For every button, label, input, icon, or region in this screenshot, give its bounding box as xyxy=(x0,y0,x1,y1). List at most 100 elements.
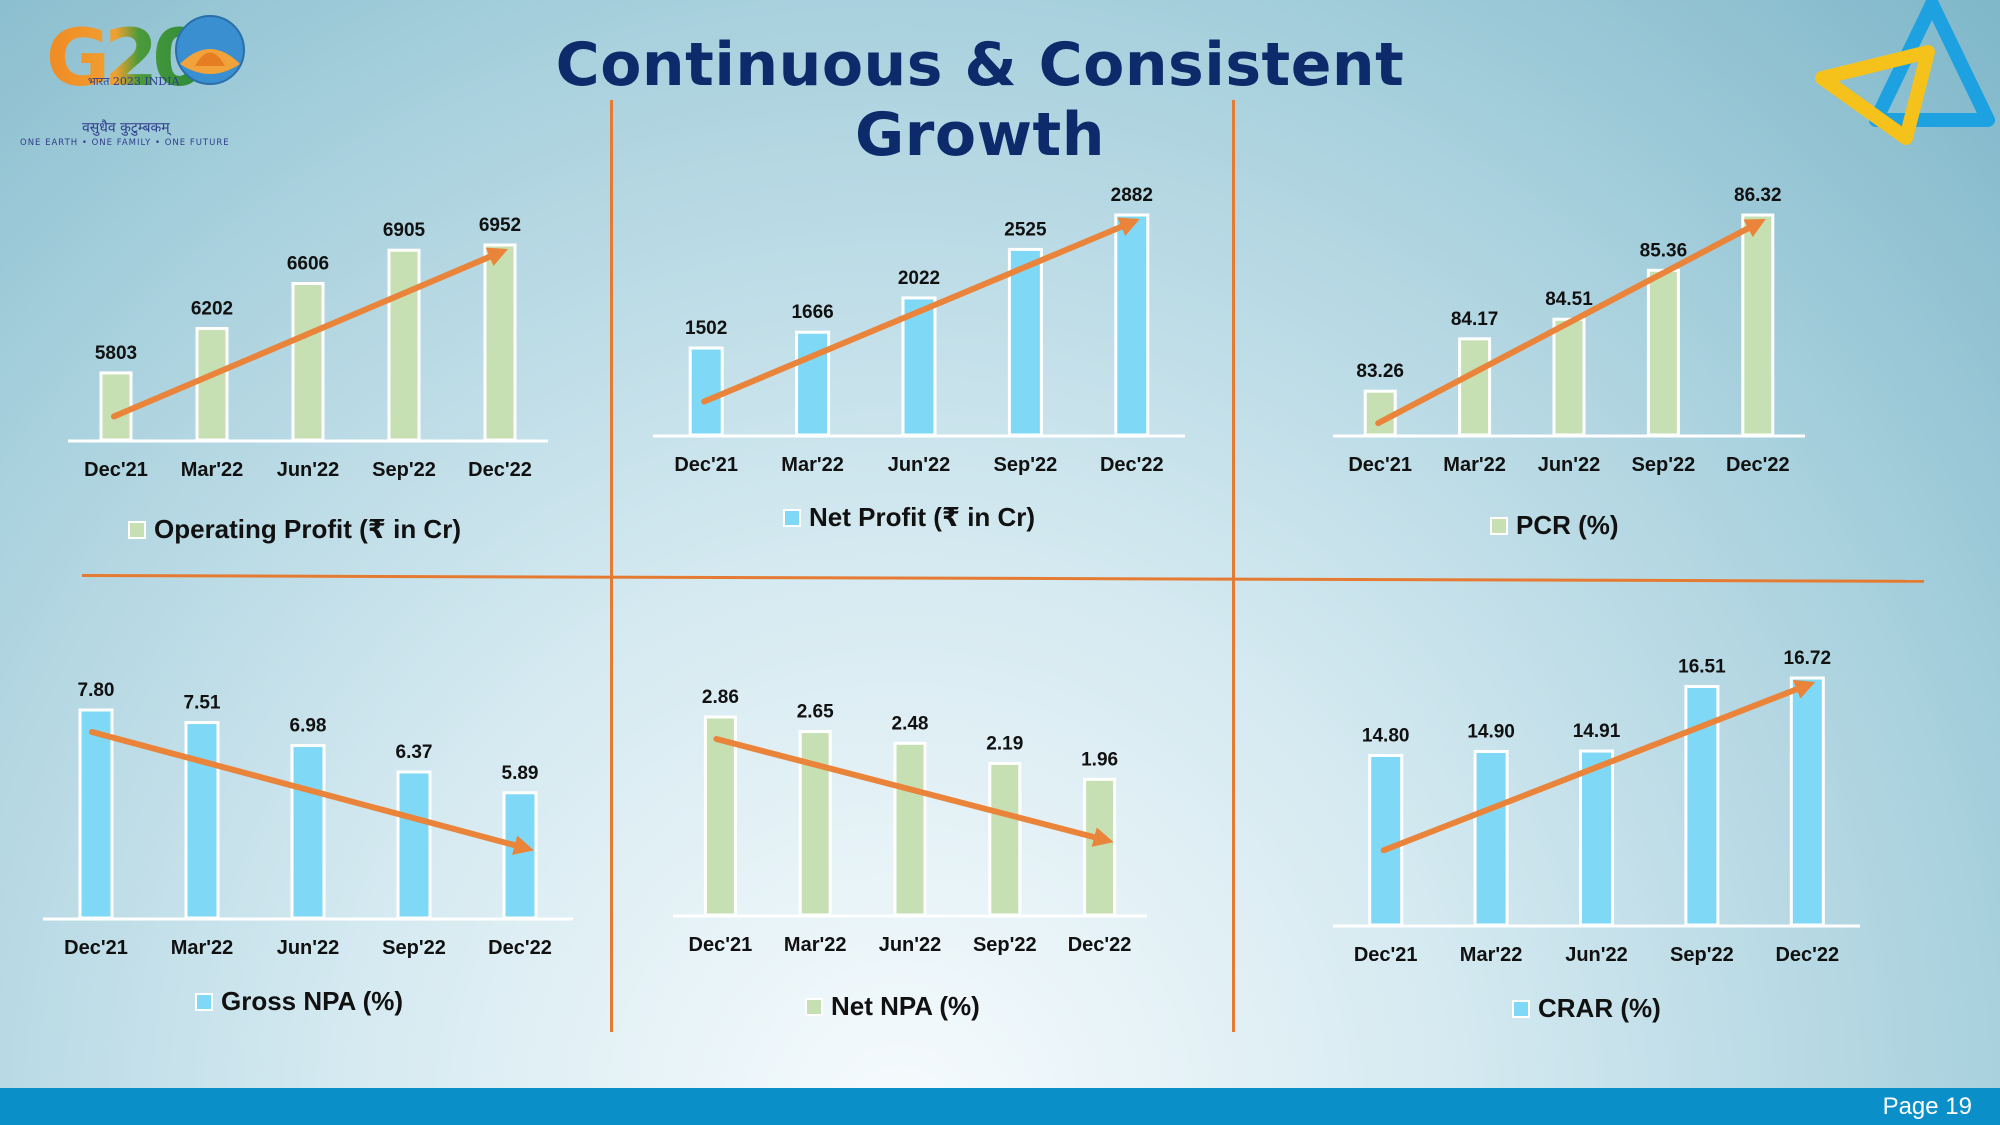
x-tick-label: Dec'22 xyxy=(1100,454,1164,476)
data-label: 5803 xyxy=(95,343,137,364)
bar xyxy=(703,715,737,917)
chart-pcr: 83.26 Dec'21 84.17 Mar'22 84.51 Jun'22 85.36 Se… xyxy=(1333,185,1805,476)
divider-horizontal xyxy=(81,574,1924,583)
bar xyxy=(99,371,133,442)
legend-swatch-blue xyxy=(195,992,213,1011)
bar xyxy=(1646,268,1680,437)
trend-arrow-line xyxy=(89,729,518,849)
bar xyxy=(78,708,114,920)
bar xyxy=(1789,676,1825,927)
legend-swatch-green xyxy=(128,520,146,539)
data-label: 6.37 xyxy=(396,742,433,763)
legend-gross-npa: Gross NPA (%) xyxy=(195,986,403,1017)
page-title: Continuous & Consistent Growth xyxy=(555,30,1405,170)
trend-arrow-head xyxy=(512,835,534,855)
data-label: 2.86 xyxy=(702,687,739,708)
chart-operating-profit: 5803 Dec'21 6202 Mar'22 6606 Jun'22 6905 Sep'22… xyxy=(68,215,548,481)
chart-gross-npa: 7.80 Dec'21 7.51 Mar'22 6.98 Jun'22 6.37 Sep'22… xyxy=(43,680,573,959)
data-label: 2.48 xyxy=(892,713,929,734)
legend-label: Net NPA (%) xyxy=(831,991,980,1021)
bar xyxy=(290,744,326,920)
data-label: 6952 xyxy=(479,215,521,236)
x-tick-label: Sep'22 xyxy=(1632,454,1696,476)
data-label: 6606 xyxy=(287,254,329,275)
legend-net-profit: Net Profit (₹ in Cr) xyxy=(783,502,1035,533)
data-label: 16.72 xyxy=(1784,648,1832,669)
data-label: 16.51 xyxy=(1678,656,1726,677)
trend-arrow-line xyxy=(701,223,1125,405)
x-tick-label: Jun'22 xyxy=(277,937,340,959)
bar xyxy=(1363,389,1397,437)
bar xyxy=(1579,749,1614,927)
lotus-globe-icon xyxy=(175,15,245,85)
x-tick-label: Dec'21 xyxy=(84,459,148,481)
bar xyxy=(1473,749,1509,927)
legend-label: Gross NPA (%) xyxy=(221,986,404,1016)
data-label: 83.26 xyxy=(1356,361,1404,382)
data-label: 7.80 xyxy=(78,680,115,701)
x-tick-label: Jun'22 xyxy=(888,454,951,476)
divider-vertical-right xyxy=(1232,100,1235,1032)
legend-pcr: PCR (%) xyxy=(1490,510,1619,541)
bar xyxy=(988,761,1022,917)
trend-arrow-head xyxy=(1793,679,1816,699)
legend-label: Operating Profit (₹ in Cr) xyxy=(154,514,461,544)
x-tick-label: Jun'22 xyxy=(1565,944,1628,966)
bar xyxy=(502,791,538,920)
data-label: 85.36 xyxy=(1640,240,1688,261)
data-label: 6905 xyxy=(383,220,426,241)
x-tick-label: Jun'22 xyxy=(277,459,340,481)
data-label: 2.19 xyxy=(986,733,1023,754)
data-label: 2882 xyxy=(1111,185,1153,206)
data-label: 14.80 xyxy=(1362,725,1410,746)
bar xyxy=(1083,777,1117,917)
divider-vertical-left xyxy=(610,100,613,1032)
bar xyxy=(291,282,325,442)
data-label: 6202 xyxy=(191,298,233,319)
x-tick-label: Dec'21 xyxy=(64,937,128,959)
bar xyxy=(893,741,927,917)
legend-swatch-blue xyxy=(1512,999,1530,1018)
x-tick-label: Mar'22 xyxy=(781,454,844,476)
legend-swatch-green xyxy=(805,997,823,1016)
bar xyxy=(1458,337,1492,437)
legend-label: Net Profit (₹ in Cr) xyxy=(809,502,1036,532)
data-label: 5.89 xyxy=(502,763,539,784)
bar xyxy=(1114,213,1150,437)
trend-arrow-line xyxy=(111,253,493,420)
x-tick-label: Sep'22 xyxy=(382,937,446,959)
data-label: 1666 xyxy=(791,302,833,323)
x-tick-label: Dec'22 xyxy=(1068,934,1132,956)
bar xyxy=(1741,213,1775,437)
x-tick-label: Sep'22 xyxy=(372,459,436,481)
x-tick-label: Dec'21 xyxy=(1348,454,1412,476)
data-label: 1.96 xyxy=(1081,749,1118,770)
trend-arrow-head xyxy=(1091,827,1114,847)
x-tick-label: Jun'22 xyxy=(879,934,942,956)
trend-arrow-line xyxy=(713,736,1098,841)
page-number: Page 19 xyxy=(1882,1093,1972,1120)
trend-arrow-head xyxy=(1117,217,1140,236)
bar xyxy=(184,721,220,920)
bar xyxy=(1552,317,1586,437)
legend-swatch-green xyxy=(1490,516,1508,535)
legend-operating-profit: Operating Profit (₹ in Cr) xyxy=(128,514,461,545)
x-tick-label: Dec'22 xyxy=(1775,944,1839,966)
x-tick-label: Dec'21 xyxy=(689,934,753,956)
x-tick-label: Dec'22 xyxy=(488,937,552,959)
trend-arrow-line xyxy=(1375,225,1752,427)
data-label: 2022 xyxy=(898,268,940,289)
x-tick-label: Sep'22 xyxy=(973,934,1037,956)
legend-crar: CRAR (%) xyxy=(1512,993,1661,1024)
x-tick-label: Mar'22 xyxy=(1443,454,1506,476)
legend-label: PCR (%) xyxy=(1516,510,1619,540)
g20-logo: G20 भारत 2023 INDIA वसुधैव कुटुम्बकम् ON… xyxy=(18,14,278,154)
data-label: 86.32 xyxy=(1734,185,1782,206)
trend-arrow-head xyxy=(485,247,508,267)
x-tick-label: Mar'22 xyxy=(1460,944,1523,966)
g20-tagline: ONE EARTH • ONE FAMILY • ONE FUTURE xyxy=(20,138,230,148)
x-tick-label: Dec'22 xyxy=(468,459,532,481)
legend-label: CRAR (%) xyxy=(1538,993,1661,1023)
trend-arrow-line xyxy=(1380,686,1800,854)
